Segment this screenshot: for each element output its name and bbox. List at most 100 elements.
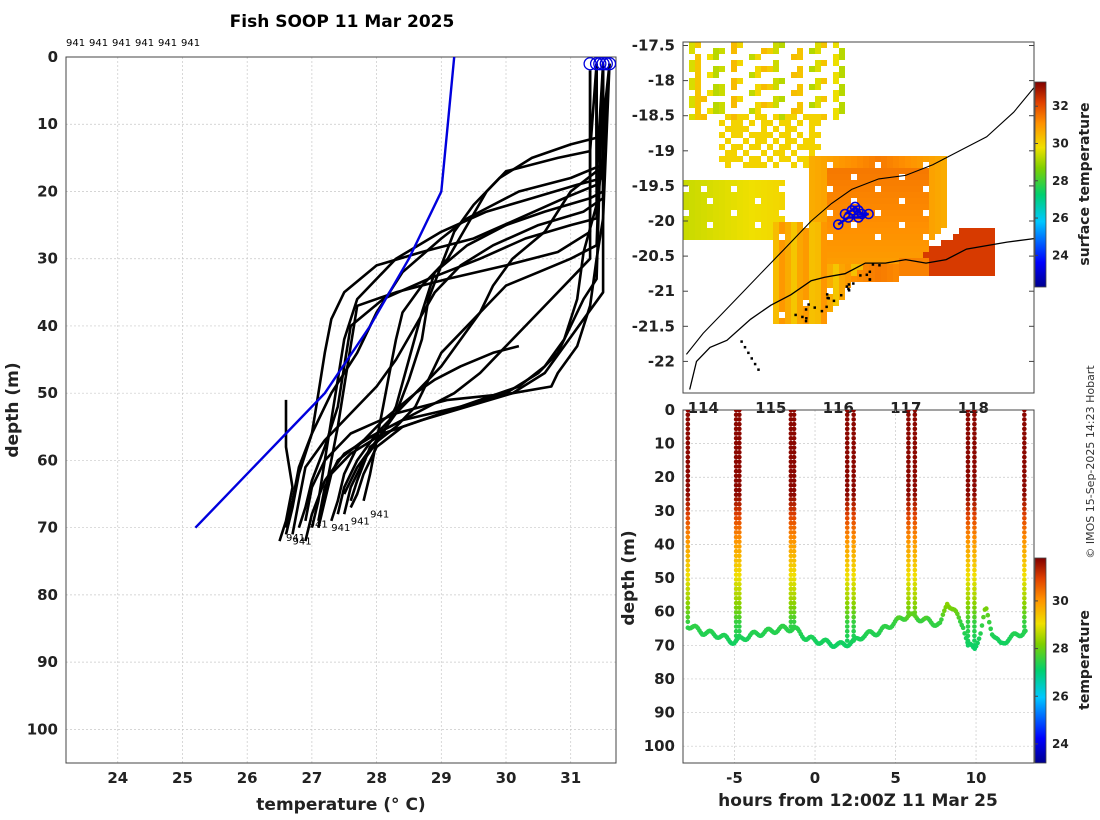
sst-cell [803, 162, 809, 168]
sst-cell [977, 228, 983, 234]
sst-cell [815, 240, 821, 246]
cast-dot [851, 581, 856, 587]
sst-cell [731, 222, 737, 228]
ship-track-marker [863, 208, 874, 220]
sst-cell [713, 180, 719, 186]
cast-dot [972, 539, 977, 545]
lat-tick: -19 [648, 142, 675, 160]
sst-cell [797, 252, 803, 258]
cast-dot [912, 515, 918, 521]
cast-dot [791, 567, 797, 573]
cast-dot [844, 464, 850, 469]
sst-cell [863, 276, 869, 282]
cast-dot [737, 544, 742, 549]
sst-map-frame [682, 41, 1035, 394]
cast-dot [972, 459, 977, 465]
sst-cell [689, 234, 695, 240]
sst-cell [821, 312, 827, 318]
sst-cell [743, 210, 749, 216]
sst-cell [809, 216, 815, 222]
sst-colorbar-tick: 32 [1052, 99, 1069, 113]
sst-cell [959, 270, 965, 276]
sst-cell [833, 108, 839, 114]
sst-cell [749, 108, 755, 114]
cast-dot [788, 435, 794, 441]
cast-dot [851, 520, 856, 526]
sst-cell [731, 156, 737, 162]
cast-dot [685, 468, 691, 474]
cast-dot [733, 548, 739, 554]
sst-cell [731, 180, 737, 186]
sst-cell [893, 240, 899, 246]
sst-cell [893, 168, 899, 174]
sst-cell [743, 192, 749, 198]
sst-cell [935, 204, 941, 210]
sst-cell [911, 174, 917, 180]
sst-cell [887, 240, 893, 246]
cast-dot [737, 534, 742, 540]
sst-cell [695, 234, 701, 240]
sst-cell [755, 108, 761, 114]
sst-cell [695, 198, 701, 204]
sst-cell [911, 234, 917, 240]
sst-cell [821, 198, 827, 204]
cast-dot [906, 577, 911, 582]
sst-cell [899, 252, 905, 258]
profile-y-tick: 10 [37, 115, 58, 133]
cast-dot [851, 577, 856, 582]
cast-dot [791, 577, 797, 582]
cast-dot [1022, 412, 1027, 418]
cast-dot [1022, 567, 1027, 573]
sst-cell [875, 204, 881, 210]
sst-cell [761, 84, 767, 90]
sst-cell [791, 270, 797, 276]
sst-cell [857, 168, 863, 174]
sst-cell [935, 174, 941, 180]
profile-y-tick: 60 [37, 451, 58, 469]
profile-y-tick: 40 [37, 317, 58, 335]
sst-cell [887, 252, 893, 258]
sst-cell [779, 246, 785, 252]
cast-dot [972, 638, 977, 643]
cast-dot [844, 610, 850, 615]
lon-tick: 116 [823, 399, 854, 417]
sst-cell [731, 48, 737, 54]
sst-cell [869, 222, 875, 228]
sst-cell [815, 156, 821, 162]
sst-cell [737, 222, 743, 228]
cast-dot [733, 534, 739, 540]
sst-cell [761, 102, 767, 108]
cast-dot [737, 586, 742, 592]
sst-cell [767, 84, 773, 90]
sst-cell [773, 246, 779, 252]
sst-cell [863, 246, 869, 252]
sst-cell [845, 234, 851, 240]
cast-dot [685, 506, 691, 512]
sst-cell [695, 204, 701, 210]
cast-dot [972, 595, 977, 601]
cast-dot [791, 563, 797, 568]
sst-cell [761, 66, 767, 72]
sst-cell [899, 270, 905, 276]
sst-cell [881, 156, 887, 162]
profile-y-tick: 90 [37, 653, 58, 671]
cast-dot [851, 600, 856, 606]
sst-cell [815, 318, 821, 324]
sst-cell [887, 246, 893, 252]
sst-cell [773, 204, 779, 210]
sst-cell [713, 84, 719, 90]
cast-dot [906, 506, 911, 512]
sst-cell [701, 198, 707, 204]
sst-cell [689, 42, 695, 48]
sst-cell [743, 216, 749, 222]
sst-cell [785, 306, 791, 312]
cast-dot [733, 483, 739, 488]
cast-dot [791, 431, 797, 436]
sst-cell [821, 192, 827, 198]
sst-cell [971, 270, 977, 276]
cast-dot [737, 431, 742, 436]
sst-cell [899, 156, 905, 162]
sst-cell [881, 210, 887, 216]
